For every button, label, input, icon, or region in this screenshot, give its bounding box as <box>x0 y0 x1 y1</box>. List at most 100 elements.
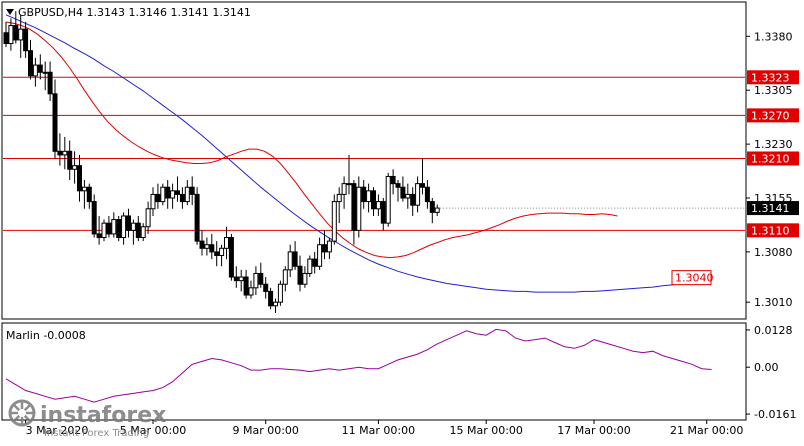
candle-body[interactable] <box>116 219 122 239</box>
candle-body[interactable] <box>155 193 161 203</box>
candle-body[interactable] <box>410 193 416 206</box>
candle-body[interactable] <box>356 186 362 231</box>
candle-body[interactable] <box>8 25 14 45</box>
candle-body[interactable] <box>277 283 283 303</box>
candle-body[interactable] <box>184 186 190 203</box>
candle-body[interactable] <box>150 193 156 210</box>
candle-body[interactable] <box>287 251 293 271</box>
indicator-pane[interactable]: 0.0128 0.00 -0.0161 Marlin -0.0008 <box>1 322 796 421</box>
candle-body[interactable] <box>429 201 435 213</box>
candle-body[interactable] <box>424 186 430 203</box>
candle-body[interactable] <box>248 287 254 296</box>
candle-body[interactable] <box>77 165 82 192</box>
candle-body[interactable] <box>111 219 117 235</box>
candle-body[interactable] <box>258 272 264 285</box>
candle-body[interactable] <box>307 258 313 274</box>
candle-body[interactable] <box>380 201 386 224</box>
candle-body[interactable] <box>273 301 278 307</box>
candle-body[interactable] <box>13 25 19 41</box>
candle-body[interactable] <box>317 244 323 267</box>
candle-body[interactable] <box>268 290 274 307</box>
candle-body[interactable] <box>175 190 180 195</box>
candle-body[interactable] <box>253 272 259 289</box>
candle-body[interactable] <box>23 28 29 52</box>
candle-body[interactable] <box>126 215 131 231</box>
candle-body[interactable] <box>179 193 185 203</box>
ma-slow-line <box>5 14 712 293</box>
candle-body[interactable] <box>3 32 9 45</box>
candle-body[interactable] <box>170 190 176 199</box>
candle-body[interactable] <box>86 186 92 203</box>
candle-body[interactable] <box>96 233 102 239</box>
candle-body[interactable] <box>165 186 171 199</box>
candle-body[interactable] <box>375 201 381 210</box>
candle-body[interactable] <box>263 283 269 292</box>
candle-body[interactable] <box>140 226 146 239</box>
candle-body[interactable] <box>121 215 127 239</box>
watermark: instaforex Instant Forex Trading <box>8 399 166 439</box>
candle-body[interactable] <box>322 244 327 253</box>
candle-body[interactable] <box>415 183 421 206</box>
collapse-triangle-icon[interactable] <box>6 9 14 15</box>
candle-body[interactable] <box>238 276 244 282</box>
candle-body[interactable] <box>101 222 107 239</box>
candle-body[interactable] <box>145 208 151 228</box>
candle-body[interactable] <box>312 258 318 267</box>
candle-body[interactable] <box>28 50 33 77</box>
candle-body[interactable] <box>434 207 440 213</box>
candle-body[interactable] <box>214 251 220 256</box>
candle-body[interactable] <box>219 247 225 256</box>
candle-body[interactable] <box>67 150 73 170</box>
candle-body[interactable] <box>346 183 352 186</box>
price-tick-label-4: 1.3080 <box>754 246 793 259</box>
candle-body[interactable] <box>81 186 87 192</box>
candle-body[interactable] <box>351 183 357 231</box>
candle-body[interactable] <box>302 272 308 285</box>
candle-body[interactable] <box>395 183 401 188</box>
candle-body[interactable] <box>224 237 229 249</box>
candle-body[interactable] <box>400 186 406 199</box>
candle-body[interactable] <box>282 269 288 285</box>
indicator-pane-frame <box>1 322 747 421</box>
candle-body[interactable] <box>194 193 200 242</box>
candle-body[interactable] <box>326 240 332 253</box>
candle-body[interactable] <box>336 193 342 203</box>
candle-body[interactable] <box>331 201 337 242</box>
candle-body[interactable] <box>228 237 234 278</box>
candle-body[interactable] <box>292 251 298 267</box>
ma-fast-line <box>5 21 618 259</box>
candle-body[interactable] <box>189 186 195 195</box>
candle-body[interactable] <box>385 175 391 224</box>
candle-body[interactable] <box>130 222 136 231</box>
candle-body[interactable] <box>47 71 53 95</box>
candle-body[interactable] <box>366 190 372 203</box>
candle-body[interactable] <box>341 183 347 195</box>
candle-body[interactable] <box>91 201 97 235</box>
candle-body[interactable] <box>72 165 78 170</box>
candle-body[interactable] <box>106 222 112 235</box>
candle-body[interactable] <box>32 64 38 77</box>
candle-body[interactable] <box>135 222 141 239</box>
candle-body[interactable] <box>371 190 376 210</box>
candle-body[interactable] <box>160 186 166 203</box>
candle-body[interactable] <box>233 276 239 282</box>
candle-body[interactable] <box>57 150 63 156</box>
candle-body[interactable] <box>52 93 58 152</box>
candle-body[interactable] <box>405 193 411 199</box>
candle-body[interactable] <box>390 175 396 185</box>
candle-body[interactable] <box>18 28 24 41</box>
candle-body[interactable] <box>420 183 425 188</box>
candle-body[interactable] <box>361 186 367 203</box>
candle-body[interactable] <box>42 71 48 74</box>
candle-body[interactable] <box>297 265 303 285</box>
candle-body[interactable] <box>204 244 210 249</box>
candle-body[interactable] <box>62 150 68 156</box>
candlesticks[interactable] <box>3 11 440 313</box>
candle-body[interactable] <box>243 276 249 296</box>
candle-body[interactable] <box>199 240 205 249</box>
candle-body[interactable] <box>209 244 215 253</box>
level-tag-label-1: 1.3270 <box>751 109 790 122</box>
candle-body[interactable] <box>37 64 43 73</box>
